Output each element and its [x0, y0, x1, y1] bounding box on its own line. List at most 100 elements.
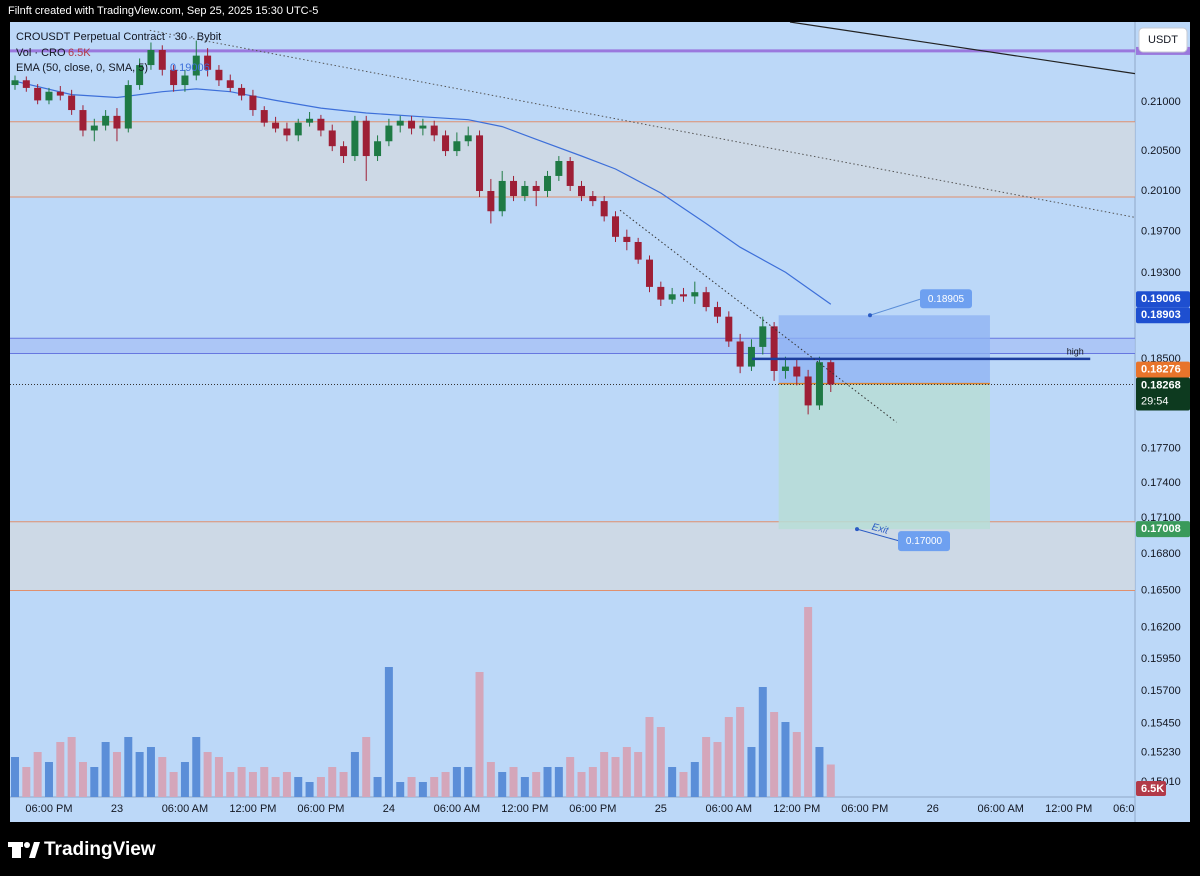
volume-bar: [260, 767, 269, 797]
note-box: [898, 531, 950, 552]
candle-body: [79, 110, 87, 131]
candle-body: [679, 294, 687, 297]
volume-bar: [634, 752, 643, 797]
volume-bar: [713, 742, 722, 797]
volume-bar: [475, 672, 484, 797]
candle-body: [544, 175, 552, 191]
candle-body: [340, 146, 348, 157]
volume-bar: [656, 727, 665, 797]
currency-button[interactable]: [1138, 27, 1188, 53]
y-tick-label: 0.17100: [1141, 512, 1181, 524]
volume-bar: [588, 767, 597, 797]
candle-body: [442, 135, 450, 152]
x-tick-label: 06:00 AM: [977, 803, 1023, 815]
candle-body: [430, 125, 438, 136]
countdown: 29:54: [1141, 395, 1169, 407]
candle-body: [476, 135, 484, 191]
candle-body: [238, 87, 246, 96]
candle-body: [396, 120, 404, 126]
candle-body: [510, 180, 518, 197]
candle-body: [306, 118, 314, 123]
volume-bar: [724, 717, 733, 797]
trendline: [789, 22, 1135, 75]
note-connector: [856, 528, 901, 542]
volume-badge-bg: [1136, 781, 1166, 796]
x-tick-label: 26: [927, 803, 939, 815]
candle-body: [283, 128, 291, 136]
x-tick-label: 23: [111, 803, 123, 815]
x-tick-label: 06:00 PM: [569, 803, 616, 815]
ema-line: [14, 80, 832, 305]
candle-body: [362, 120, 370, 157]
candle-body: [668, 294, 676, 300]
x-tick-label: 24: [383, 803, 395, 815]
volume-legend-value: 6.5K: [68, 47, 91, 59]
y-tick-label: 0.15230: [1141, 747, 1181, 759]
x-tick-label: 12:00 PM: [501, 803, 548, 815]
volume-bar: [226, 772, 235, 797]
volume-bar: [56, 742, 65, 797]
stop-badge: 0.18903: [1141, 309, 1181, 321]
y-tick-label: 0.16200: [1141, 622, 1181, 634]
volume-bar: [124, 737, 133, 797]
x-tick-label: 06:00 PM: [841, 803, 888, 815]
header-text: Filnft created with TradingView.com, Sep…: [8, 5, 318, 17]
note-box: [920, 289, 972, 309]
last-price-badge-bg: [1136, 377, 1190, 411]
target-note: 0.17000: [906, 536, 943, 547]
currency-label[interactable]: USDT: [1148, 34, 1178, 46]
volume-bar: [679, 772, 688, 797]
plot-area: high 0.18905 Exit 0.17000: [10, 22, 1135, 797]
candle-body: [317, 118, 325, 131]
volume-bar: [328, 767, 337, 797]
volume-bar: [135, 752, 144, 797]
time-axis: 06:00 PM 23 06:00 AM 12:00 PM 06:00 PM 24 06:0…: [25, 803, 1160, 815]
volume-bar: [90, 767, 99, 797]
y-tick-label: 0.17700: [1141, 442, 1181, 454]
volume-bar: [611, 757, 620, 797]
candle-body: [90, 125, 98, 131]
volume-bar: [430, 777, 439, 797]
trendline: [149, 29, 1135, 218]
position-target-zone: [778, 383, 990, 530]
ema-badge-bg: [1136, 291, 1190, 308]
candle-body: [136, 65, 144, 86]
ema-badge: 0.19006: [1141, 293, 1181, 305]
logo-mark: [29, 842, 40, 858]
volume-bar: [770, 712, 779, 797]
volume-bar: [78, 762, 87, 797]
candle-body: [815, 362, 823, 406]
stop-badge-bg: [1136, 307, 1190, 324]
candle-body: [215, 69, 223, 81]
candle-body: [487, 190, 495, 212]
volume-bar: [316, 777, 325, 797]
volume-bar: [248, 772, 257, 797]
candle-body: [521, 185, 529, 197]
logo-mark: [12, 842, 21, 858]
volume-bar: [158, 757, 167, 797]
y-tick-label: 0.15950: [1141, 653, 1181, 665]
candle-body: [22, 80, 30, 88]
stop-note: 0.18905: [928, 294, 965, 305]
footer-brand: TradingView: [44, 839, 156, 860]
volume-bar: [532, 772, 541, 797]
ema-legend: EMA (50, close, 0, SMA, 5): [16, 62, 148, 74]
entry-badge: 0.18276: [1141, 363, 1181, 375]
candle-body: [611, 216, 619, 237]
y-tick-label: 0.16500: [1141, 584, 1181, 596]
exit-tag: Exit: [870, 522, 890, 537]
candle-body: [181, 75, 189, 86]
volume-bar: [44, 762, 53, 797]
candle-body: [827, 362, 835, 385]
volume-bar: [566, 757, 575, 797]
candle-body: [226, 80, 234, 88]
candle-body: [532, 185, 540, 191]
candle-body: [702, 292, 710, 308]
candle-body: [657, 286, 665, 300]
y-tick-label: 0.17400: [1141, 477, 1181, 489]
candle-body: [102, 115, 110, 126]
x-tick-label: 06:00 PM: [1113, 803, 1160, 815]
volume-bar: [747, 747, 756, 797]
candle-body: [578, 185, 586, 197]
